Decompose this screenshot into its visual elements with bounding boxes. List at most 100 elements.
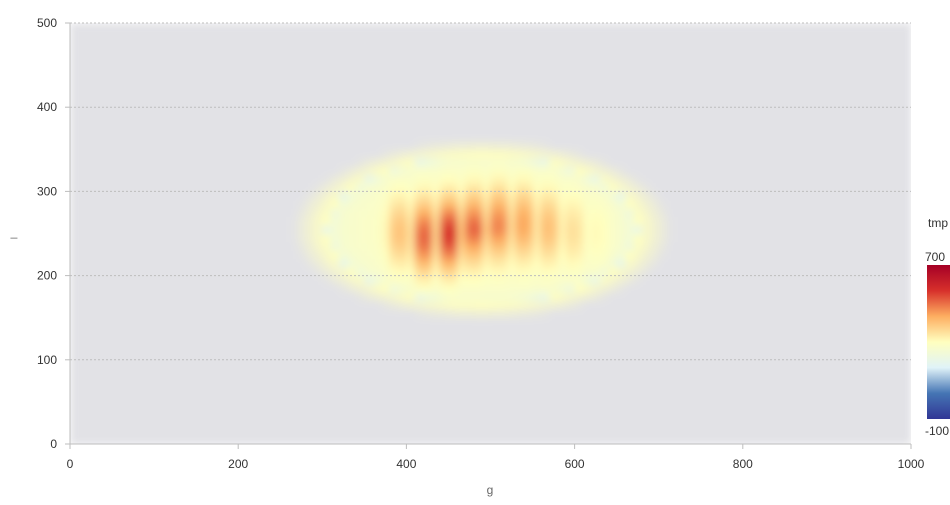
heatmap-cell <box>162 182 172 192</box>
heatmap-cell <box>313 65 323 75</box>
heatmap-cell <box>431 267 441 277</box>
heatmap-cell <box>255 435 265 444</box>
heatmap-cell <box>599 351 609 361</box>
heatmap-cell <box>120 39 130 49</box>
heatmap-cell <box>170 401 180 411</box>
heatmap-cell <box>818 98 828 108</box>
heatmap-cell <box>297 39 307 49</box>
heatmap-cell <box>196 107 206 117</box>
heatmap-cell <box>557 376 567 386</box>
heatmap-cell <box>683 149 693 159</box>
heatmap-cell <box>212 393 222 403</box>
heatmap-cell <box>625 376 635 386</box>
heatmap-cell <box>431 115 441 125</box>
heatmap-cell <box>448 182 458 192</box>
heatmap-cell <box>894 385 904 395</box>
heatmap-cell <box>423 191 433 201</box>
heatmap-cell <box>557 81 567 91</box>
heatmap-cell <box>784 98 794 108</box>
heatmap-cell <box>305 208 315 218</box>
heatmap-cell <box>103 124 113 134</box>
heatmap-cell <box>835 418 845 428</box>
heatmap-cell <box>255 199 265 209</box>
heatmap-cell <box>414 48 424 58</box>
heatmap-cell <box>574 216 584 226</box>
heatmap-cell <box>583 73 593 83</box>
heatmap-cell <box>128 90 138 100</box>
heatmap-cell <box>364 385 374 395</box>
heatmap-cell <box>877 284 887 294</box>
heatmap-cell <box>280 39 290 49</box>
heatmap-cell <box>734 258 744 268</box>
heatmap-cell <box>347 174 357 184</box>
heatmap-cell <box>170 233 180 243</box>
heatmap-cell <box>372 393 382 403</box>
heatmap-cell <box>456 90 466 100</box>
heatmap-cell <box>414 174 424 184</box>
heatmap-cell <box>591 56 601 66</box>
heatmap-cell <box>616 284 626 294</box>
heatmap-cell <box>843 418 853 428</box>
heatmap-cell <box>263 267 273 277</box>
heatmap-cell <box>137 342 147 352</box>
heatmap-cell <box>725 48 735 58</box>
heatmap-cell <box>297 208 307 218</box>
heatmap-cell <box>524 225 534 235</box>
heatmap-cell <box>868 166 878 176</box>
heatmap-cell <box>313 317 323 327</box>
heatmap-cell <box>212 199 222 209</box>
heatmap-cell <box>179 208 189 218</box>
heatmap-cell <box>633 132 643 142</box>
heatmap-cell <box>826 216 836 226</box>
heatmap-cell <box>297 48 307 58</box>
heatmap-cell <box>154 427 164 437</box>
heatmap-cell <box>145 435 155 444</box>
heatmap-cell <box>86 31 96 41</box>
heatmap-cell <box>768 48 778 58</box>
heatmap-cell <box>145 393 155 403</box>
heatmap-cell <box>271 309 281 319</box>
heatmap-cell <box>280 267 290 277</box>
heatmap-cell <box>137 376 147 386</box>
heatmap-cell <box>271 140 281 150</box>
heatmap-cell <box>608 107 618 117</box>
heatmap-cell <box>330 81 340 91</box>
heatmap-cell <box>473 191 483 201</box>
heatmap-cell <box>667 317 677 327</box>
heatmap-cell <box>280 81 290 91</box>
heatmap-cell <box>868 149 878 159</box>
heatmap-cell <box>599 182 609 192</box>
heatmap-cell <box>465 124 475 134</box>
heatmap-cell <box>843 300 853 310</box>
heatmap-cell <box>120 98 130 108</box>
heatmap-cell <box>725 275 735 285</box>
heatmap-cell <box>271 149 281 159</box>
heatmap-cell <box>313 124 323 134</box>
heatmap-cell <box>498 124 508 134</box>
heatmap-cell <box>137 225 147 235</box>
heatmap-cell <box>414 351 424 361</box>
heatmap-cell <box>179 73 189 83</box>
heatmap-cell <box>288 166 298 176</box>
heatmap-cell <box>103 48 113 58</box>
heatmap-cell <box>860 317 870 327</box>
heatmap-cell <box>381 284 391 294</box>
heatmap-cell <box>229 199 239 209</box>
heatmap-cell <box>860 174 870 184</box>
heatmap-cell <box>103 284 113 294</box>
heatmap-cell <box>608 326 618 336</box>
heatmap-cell <box>322 258 332 268</box>
heatmap-cell <box>608 418 618 428</box>
heatmap-cell <box>793 107 803 117</box>
heatmap-cell <box>196 225 206 235</box>
heatmap-cell <box>725 124 735 134</box>
heatmap-cell <box>305 216 315 226</box>
heatmap-cell <box>305 393 315 403</box>
heatmap-cell <box>128 216 138 226</box>
heatmap-cell <box>768 124 778 134</box>
heatmap-cell <box>179 342 189 352</box>
heatmap-cell <box>591 149 601 159</box>
heatmap-cell <box>414 342 424 352</box>
heatmap-cell <box>793 191 803 201</box>
heatmap-cell <box>305 56 315 66</box>
